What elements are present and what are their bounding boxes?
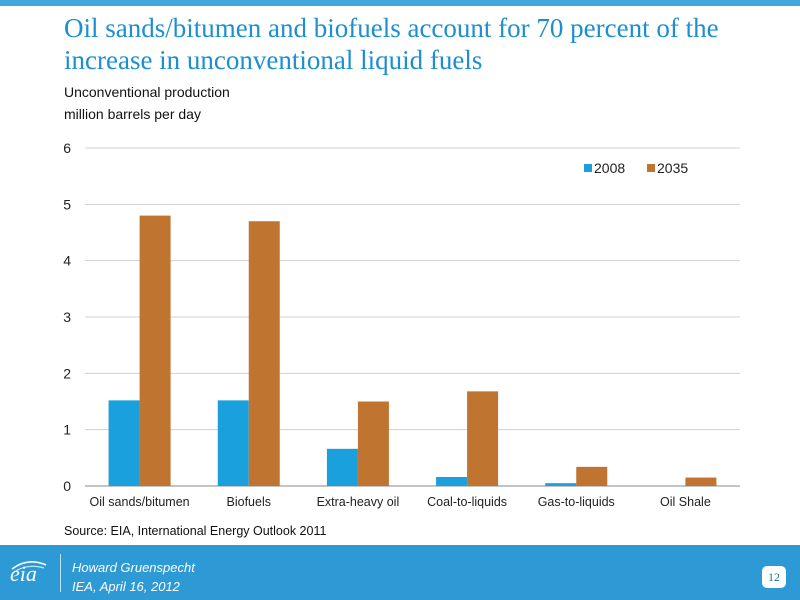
page-title: Oil sands/bitumen and biofuels account f…	[64, 13, 719, 75]
legend-label: 2008	[594, 160, 625, 176]
eia-logo: eia	[6, 555, 50, 591]
legend-label: 2035	[657, 160, 688, 176]
bar-2008-2	[326, 448, 358, 486]
chart-units: million barrels per day	[64, 106, 201, 122]
bar-2008-4	[545, 483, 577, 486]
footer-bar: eia Howard Gruenspecht IEA, April 16, 20…	[0, 545, 800, 600]
y-tick-label: 6	[63, 140, 71, 156]
legend-swatch-2035	[647, 164, 655, 172]
source-note: Source: EIA, International Energy Outloo…	[64, 524, 327, 538]
y-tick-label: 0	[63, 478, 71, 494]
bar-2035-3	[467, 391, 499, 486]
page-number: 12	[762, 566, 786, 588]
y-tick-labels: 0 1 2 3 4 5 6	[63, 140, 71, 494]
bar-chart: 0 1 2 3 4 5 6 Oil sands/bitumen Biofuels Extra-h…	[63, 140, 740, 509]
x-tick-label: Oil Shale	[660, 495, 711, 509]
x-tick-label: Gas-to-liquids	[538, 495, 615, 509]
y-tick-label: 5	[63, 196, 71, 212]
legend-swatch-2008	[584, 164, 592, 172]
chart-subtitle: Unconventional production	[64, 84, 230, 100]
x-tick-label: Biofuels	[227, 495, 271, 509]
x-tick-label: Coal-to-liquids	[427, 495, 507, 509]
x-tick-label: Oil sands/bitumen	[90, 495, 190, 509]
bar-2035-0	[139, 215, 171, 486]
bar-2008-0	[108, 400, 140, 486]
top-accent-bar	[0, 0, 800, 6]
legend: 2008 2035	[584, 160, 688, 176]
bar-2035-4	[576, 466, 608, 486]
x-tick-labels: Oil sands/bitumen Biofuels Extra-heavy oil…	[90, 495, 711, 509]
bars	[108, 215, 717, 486]
bar-2008-1	[217, 400, 249, 486]
gridlines	[85, 147, 740, 487]
x-tick-label: Extra-heavy oil	[317, 495, 400, 509]
presenter-name: Howard Gruenspecht	[72, 560, 195, 575]
bar-2035-5	[685, 477, 717, 486]
bar-2008-3	[436, 476, 468, 486]
y-tick-label: 3	[63, 309, 71, 325]
y-tick-label: 1	[63, 422, 71, 438]
bar-2035-1	[248, 221, 280, 486]
y-tick-label: 4	[63, 253, 71, 269]
footer-separator	[60, 554, 61, 592]
bar-2035-2	[357, 401, 389, 486]
event-date: IEA, April 16, 2012	[72, 579, 180, 594]
y-tick-label: 2	[63, 365, 71, 381]
